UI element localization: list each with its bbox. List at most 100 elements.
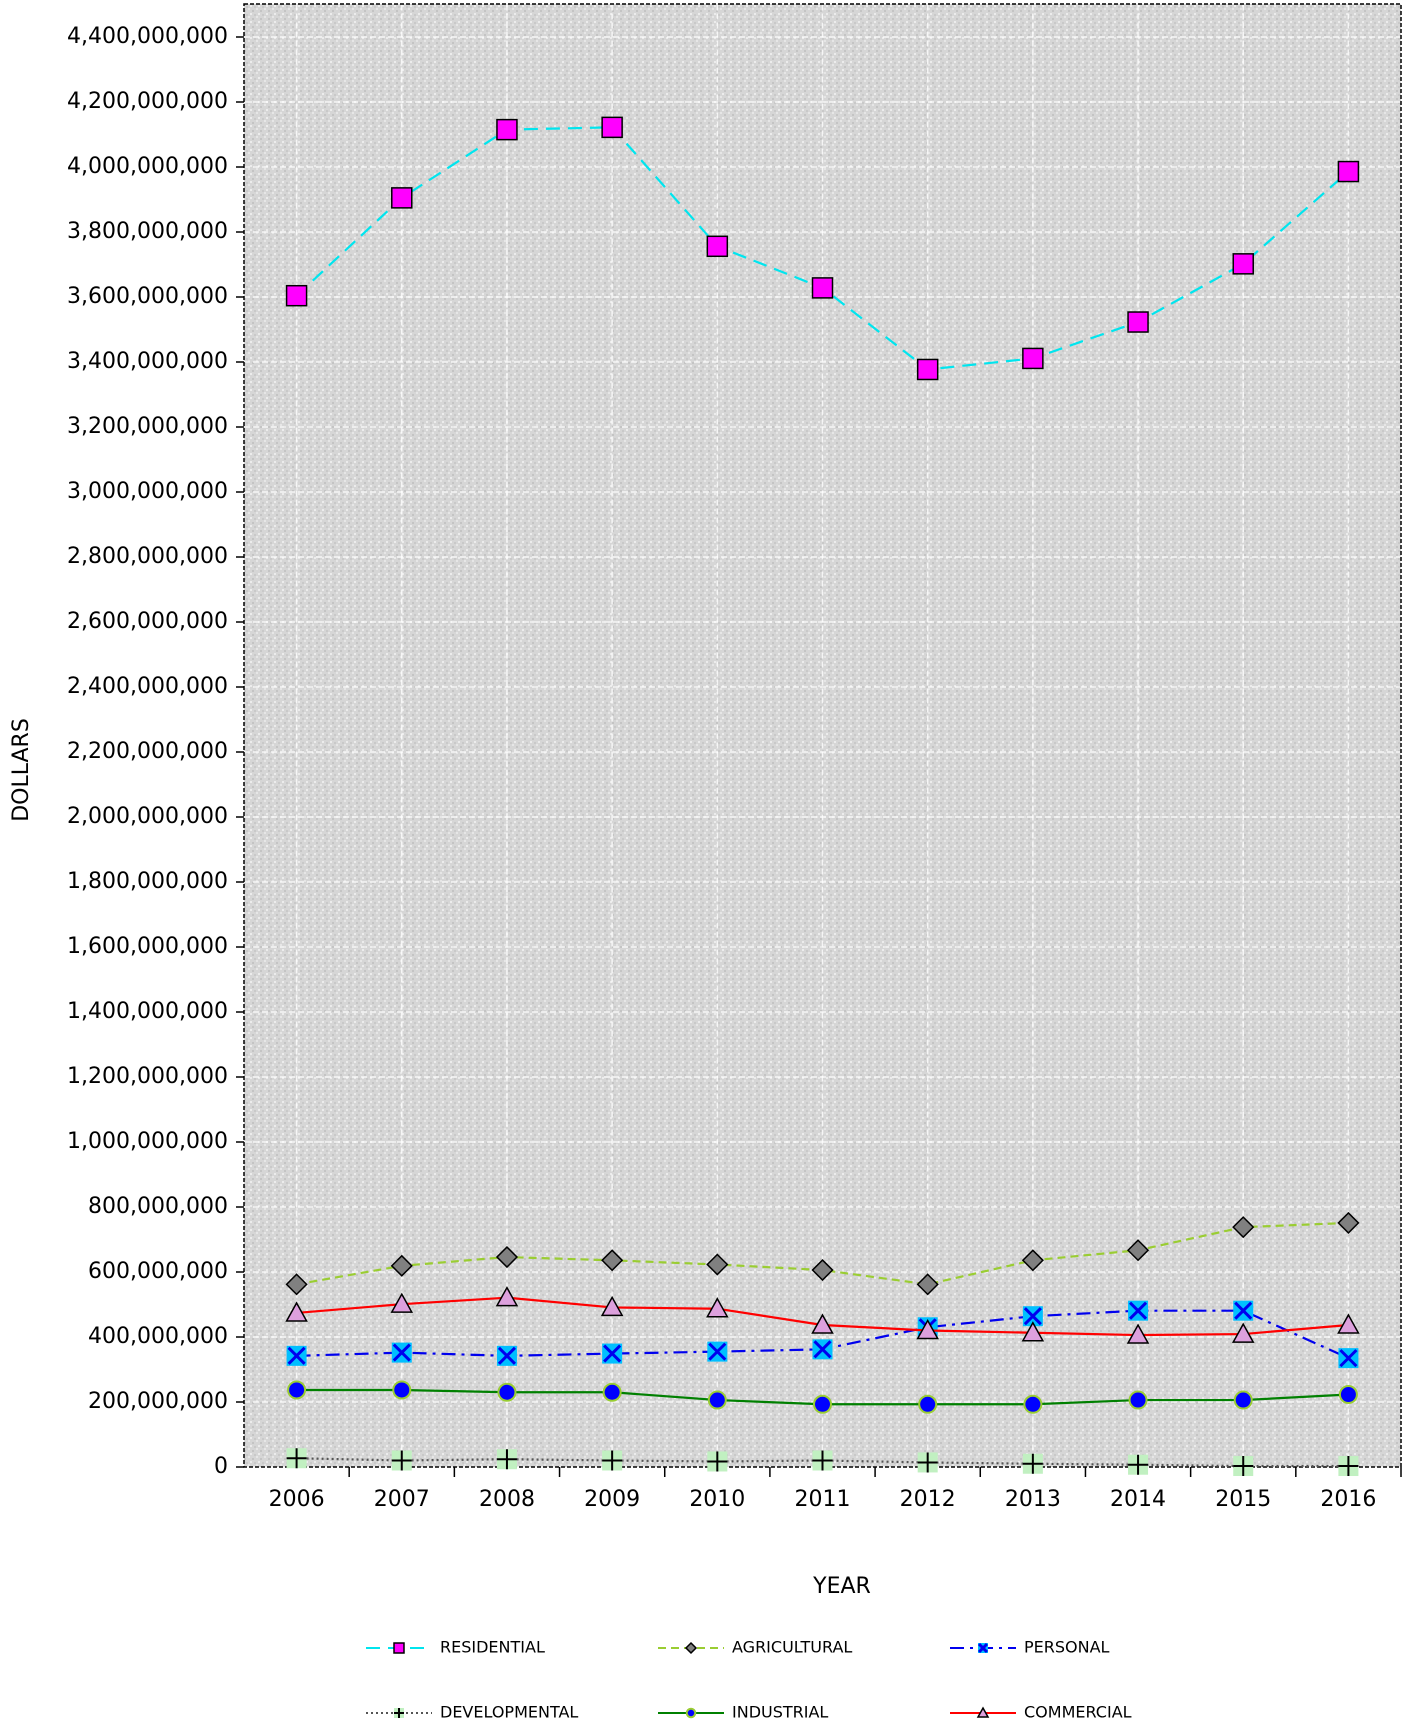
marker xyxy=(1233,1456,1254,1477)
x-tick-label: 2015 xyxy=(1215,1487,1271,1512)
y-tick-label: 3,600,000,000 xyxy=(67,284,228,309)
y-tick-label: 200,000,000 xyxy=(88,1389,228,1414)
y-tick-label: 4,200,000,000 xyxy=(67,89,228,114)
marker xyxy=(602,1382,622,1402)
marker xyxy=(706,235,729,258)
marker xyxy=(390,1292,414,1313)
x-tick-label: 2014 xyxy=(1110,1487,1166,1512)
marker xyxy=(684,1641,698,1655)
x-tick-label: 2012 xyxy=(900,1487,956,1512)
legend-label: RESIDENTIAL xyxy=(440,1638,545,1657)
marker xyxy=(495,1286,519,1307)
marker xyxy=(706,1297,729,1318)
y-tick-label: 1,200,000,000 xyxy=(67,1064,228,1089)
marker xyxy=(391,1450,412,1471)
legend-label: COMMERCIAL xyxy=(1024,1703,1132,1722)
marker xyxy=(1231,1322,1255,1343)
y-tick-label: 2,400,000,000 xyxy=(67,674,228,699)
x-tick-label: 2013 xyxy=(1005,1487,1061,1512)
marker xyxy=(1022,347,1044,370)
marker xyxy=(813,1394,832,1414)
marker xyxy=(602,1343,623,1364)
marker xyxy=(1021,1321,1045,1342)
marker xyxy=(1126,1323,1150,1344)
marker xyxy=(600,1295,624,1317)
y-tick-label: 800,000,000 xyxy=(88,1194,228,1219)
x-tick-label: 2006 xyxy=(269,1487,325,1512)
marker xyxy=(1128,1300,1149,1321)
marker xyxy=(391,187,413,209)
marker xyxy=(496,1345,517,1366)
y-tick-label: 3,000,000,000 xyxy=(67,479,228,504)
y-tick-label: 3,200,000,000 xyxy=(67,414,228,439)
x-tick-label: 2008 xyxy=(479,1487,535,1512)
marker xyxy=(1337,160,1360,183)
legend-label: INDUSTRIAL xyxy=(732,1703,828,1722)
marker xyxy=(285,284,308,307)
marker xyxy=(390,1254,413,1277)
marker xyxy=(1126,1239,1150,1262)
y-tick-label: 0 xyxy=(214,1454,228,1479)
marker xyxy=(285,1273,308,1296)
marker xyxy=(917,1452,938,1473)
y-tick-label: 600,000,000 xyxy=(88,1259,228,1284)
y-tick-label: 1,800,000,000 xyxy=(67,869,228,894)
marker xyxy=(1022,1306,1043,1327)
marker xyxy=(707,1451,728,1472)
marker xyxy=(811,277,834,299)
marker xyxy=(1127,311,1149,333)
x-tick-label: 2016 xyxy=(1320,1487,1376,1512)
x-tick-label: 2009 xyxy=(584,1487,640,1512)
marker xyxy=(285,1301,308,1322)
marker xyxy=(1023,1394,1043,1414)
y-tick-label: 1,400,000,000 xyxy=(67,999,228,1024)
marker xyxy=(1337,1313,1360,1334)
marker xyxy=(707,1341,728,1362)
y-tick-label: 2,000,000,000 xyxy=(67,804,228,829)
y-axis-label: DOLLARS xyxy=(9,718,34,822)
marker xyxy=(1338,1385,1358,1405)
marker xyxy=(918,1394,938,1414)
marker xyxy=(497,1382,517,1402)
marker xyxy=(496,118,518,141)
y-tick-label: 3,400,000,000 xyxy=(67,349,228,374)
marker xyxy=(601,116,623,139)
marker xyxy=(391,1342,412,1363)
marker xyxy=(1232,253,1254,275)
marker xyxy=(812,1450,833,1471)
y-tick-label: 1,600,000,000 xyxy=(67,934,228,959)
marker xyxy=(1337,1211,1360,1234)
marker xyxy=(977,1642,989,1654)
marker xyxy=(602,1450,623,1471)
y-tick-label: 4,400,000,000 xyxy=(67,24,228,49)
y-tick-label: 2,200,000,000 xyxy=(67,739,228,764)
marker xyxy=(706,1253,729,1276)
marker xyxy=(1128,1390,1148,1410)
x-tick-label: 2011 xyxy=(795,1487,851,1512)
legend-label: PERSONAL xyxy=(1024,1638,1110,1657)
marker xyxy=(286,1448,307,1469)
marker xyxy=(976,1706,990,1718)
marker xyxy=(1022,1453,1043,1474)
marker xyxy=(1021,1249,1044,1272)
marker xyxy=(601,1249,624,1272)
y-tick-label: 2,600,000,000 xyxy=(67,609,228,634)
marker xyxy=(812,1339,833,1360)
marker xyxy=(707,1390,727,1410)
marker xyxy=(393,1642,405,1654)
marker xyxy=(916,1273,939,1296)
legend-label: AGRICULTURAL xyxy=(732,1638,852,1657)
marker xyxy=(394,1708,404,1718)
marker xyxy=(495,1245,519,1269)
marker xyxy=(811,1313,834,1334)
y-tick-label: 4,000,000,000 xyxy=(67,154,228,179)
marker xyxy=(286,1345,307,1366)
marker xyxy=(1338,1456,1359,1477)
y-tick-label: 1,000,000,000 xyxy=(67,1129,228,1154)
marker xyxy=(916,1318,939,1340)
y-tick-label: 3,800,000,000 xyxy=(67,219,228,244)
x-tick-label: 2010 xyxy=(689,1487,745,1512)
marker xyxy=(1338,1348,1359,1369)
x-axis-label: YEAR xyxy=(812,1574,871,1599)
